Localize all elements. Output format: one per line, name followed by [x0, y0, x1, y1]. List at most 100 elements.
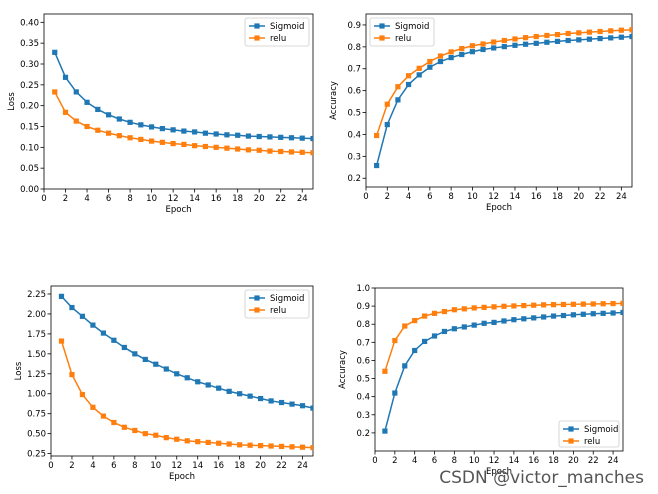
data-point: [618, 34, 624, 40]
x-tick-label: 20: [254, 194, 265, 204]
data-point: [116, 133, 122, 139]
x-tick-label: 16: [531, 192, 542, 202]
data-point: [299, 403, 306, 409]
y-tick-label: 0.7: [356, 338, 370, 348]
data-point: [278, 443, 285, 450]
y-tick-label: 0.20: [20, 102, 39, 112]
data-point: [90, 322, 96, 328]
data-point: [138, 122, 144, 128]
legend-label-relu: relu: [584, 437, 600, 447]
y-tick-label: 0.00: [20, 185, 39, 195]
data-point: [258, 395, 264, 402]
x-tick-label: 18: [552, 192, 563, 202]
series-relu: [374, 27, 632, 139]
x-tick-label: 6: [432, 456, 437, 466]
data-point: [512, 42, 518, 48]
y-tick-label: 2.25: [27, 290, 46, 300]
data-point: [384, 101, 390, 107]
x-axis-title: Epoch: [169, 472, 195, 482]
x-tick-label: 0: [372, 456, 377, 466]
legend: Sigmoid relu: [244, 17, 310, 47]
data-point: [245, 147, 252, 153]
data-point: [127, 119, 133, 125]
x-tick-label: 18: [234, 461, 245, 471]
data-point: [170, 140, 176, 147]
x-tick-label: 2: [392, 456, 397, 466]
series-relu: [52, 89, 313, 156]
data-point: [224, 132, 230, 138]
data-point: [79, 313, 86, 319]
data-point: [159, 139, 165, 145]
data-point: [73, 118, 79, 124]
data-point: [278, 148, 284, 155]
data-point: [437, 53, 444, 59]
x-tick-label: 0: [41, 194, 46, 204]
legend-marker-relu: [379, 35, 385, 41]
data-point: [471, 322, 477, 328]
data-point: [541, 302, 547, 308]
data-point: [629, 33, 632, 40]
data-point: [392, 337, 398, 344]
x-tick-label: 16: [213, 461, 224, 471]
data-point: [289, 401, 295, 407]
data-point: [481, 320, 487, 326]
data-point: [192, 129, 198, 135]
data-point: [170, 127, 176, 133]
data-point: [278, 399, 285, 406]
y-tick-label: 0.05: [20, 164, 39, 174]
data-point: [550, 313, 557, 319]
x-tick-label: 14: [510, 192, 521, 202]
series-relu: [58, 338, 313, 451]
legend-marker-sigmoid: [379, 23, 385, 29]
data-point: [216, 385, 222, 391]
data-point: [256, 133, 262, 140]
data-point: [52, 89, 58, 95]
y-tick-label: 0.6: [347, 87, 361, 97]
data-point: [105, 130, 112, 136]
x-tick-label: 2: [63, 194, 68, 204]
x-tick-label: 10: [146, 194, 157, 204]
y-tick-label: 0.40: [20, 18, 39, 28]
data-point: [79, 391, 86, 398]
x-axis-title: Epoch: [486, 467, 512, 477]
x-tick-label: 10: [469, 456, 480, 466]
data-point: [247, 393, 253, 399]
y-tick-label: 0.35: [20, 39, 39, 49]
data-point: [226, 441, 232, 447]
data-point: [62, 74, 69, 80]
y-tick-label: 0.15: [20, 123, 39, 133]
data-point: [95, 106, 101, 113]
data-point: [69, 304, 75, 311]
x-tick-label: 2: [385, 192, 390, 202]
data-point: [427, 58, 433, 65]
series-line-sigmoid: [375, 35, 632, 166]
y-tick-label: 0.3: [356, 411, 370, 421]
data-point: [480, 41, 486, 47]
x-tick-label: 14: [192, 461, 203, 471]
data-point: [267, 134, 273, 140]
y-tick-label: 0.25: [27, 450, 46, 460]
data-point: [153, 361, 159, 367]
data-point: [586, 36, 593, 42]
x-tick-label: 14: [508, 456, 519, 466]
data-point: [570, 301, 576, 307]
x-tick-label: 8: [448, 192, 453, 202]
data-point: [235, 146, 241, 152]
data-point: [620, 300, 623, 306]
data-point: [149, 138, 155, 144]
x-tick-label: 24: [608, 456, 619, 466]
legend-label-sigmoid: Sigmoid: [270, 294, 304, 304]
x-tick-label: 16: [528, 456, 539, 466]
data-point: [392, 390, 398, 396]
data-point: [105, 112, 112, 118]
data-point: [289, 444, 295, 450]
data-point: [469, 43, 475, 49]
data-point: [448, 54, 454, 61]
data-point: [590, 311, 596, 317]
x-tick-label: 24: [297, 461, 308, 471]
data-point: [512, 36, 518, 42]
data-point: [374, 132, 380, 139]
plot-frame: [365, 13, 633, 188]
data-point: [121, 344, 127, 351]
x-tick-label: 20: [568, 456, 579, 466]
